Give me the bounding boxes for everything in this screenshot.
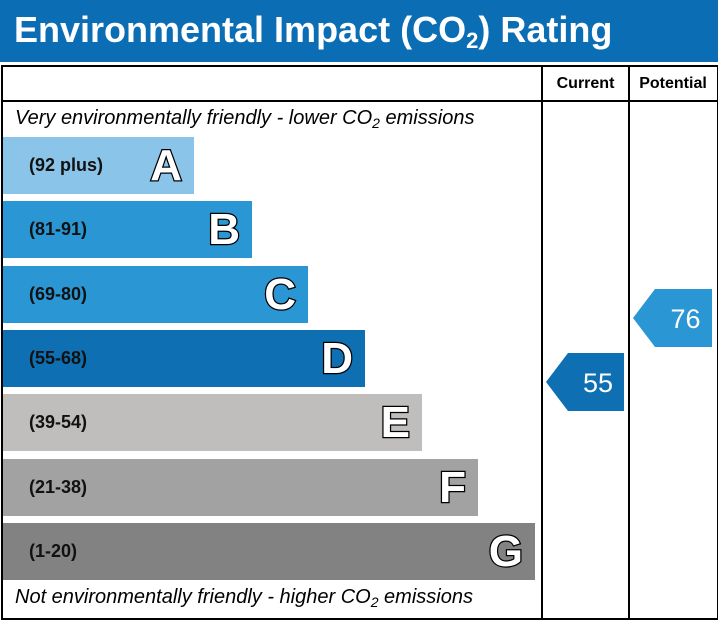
top-caption: Very environmentally friendly - lower CO… [15,107,475,131]
title-bar: Environmental Impact (CO2) Rating [0,0,718,62]
band-range-label: (92 plus) [29,155,104,175]
band-f: (21-38) F [3,459,478,516]
band-letter: D [320,333,354,385]
band-d: (55-68) D [3,330,365,387]
band-letter: C [263,269,297,321]
band-range-label: (55-68) [29,348,88,368]
band-c: (69-80) C [3,266,308,323]
header-divider [1,100,717,102]
band-b: (81-91) B [3,201,252,258]
potential-column-header: Potential [639,75,707,92]
band-range-label: (21-38) [29,477,88,497]
band-letter: A [149,140,183,192]
bottom-caption: Not environmentally friendly - higher CO… [15,586,473,610]
band-range-label: (1-20) [29,541,78,561]
band-letter: B [207,204,241,256]
current-column-header: Current [556,75,615,92]
band-range-label: (39-54) [29,412,88,432]
band-e: (39-54) E [3,394,422,451]
chart-title: Environmental Impact (CO2) Rating [14,9,613,53]
potential-column-divider [628,65,630,618]
band-letter: G [488,526,525,578]
band-range-label: (69-80) [29,284,88,304]
band-letter: E [379,397,411,449]
band-a: (92 plus) A [3,137,194,194]
current-column-divider [541,65,543,618]
band-g: (1-20) G [3,523,535,580]
band-letter: F [438,462,467,514]
band-range-label: (81-91) [29,219,88,239]
